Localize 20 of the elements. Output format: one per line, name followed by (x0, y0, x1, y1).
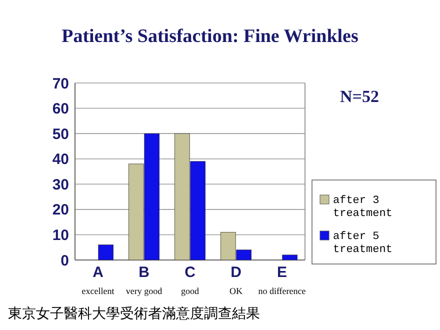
x-tick-label: E no difference (258, 264, 306, 296)
x-tick-label: A excellent (82, 264, 115, 296)
x-tick-label: B very good (126, 264, 163, 296)
y-tick-label: 10 (52, 226, 69, 244)
x-tick-label: D OK (230, 264, 243, 296)
legend-label: after 3 treatment (333, 195, 392, 220)
legend-label: after 5 treatment (333, 231, 392, 256)
y-tick-label: 0 (60, 252, 69, 270)
x-tick-label: C good (181, 264, 200, 296)
text: 東京女子醫科大學受術者滿意度調查結果 (8, 306, 260, 322)
text: N=52 (340, 87, 379, 106)
y-tick-label: 20 (52, 202, 69, 219)
bar (98, 244, 114, 260)
y-tick-label: 70 (52, 75, 69, 92)
y-tick-label: 30 (52, 176, 69, 194)
y-tick-label: 50 (52, 126, 69, 143)
y-tick-label: 40 (52, 151, 69, 168)
y-tick-label: 60 (52, 100, 69, 118)
bar (282, 254, 298, 260)
chart-title: Patient’s Satisfaction: Fine Wrinkles (62, 26, 358, 47)
